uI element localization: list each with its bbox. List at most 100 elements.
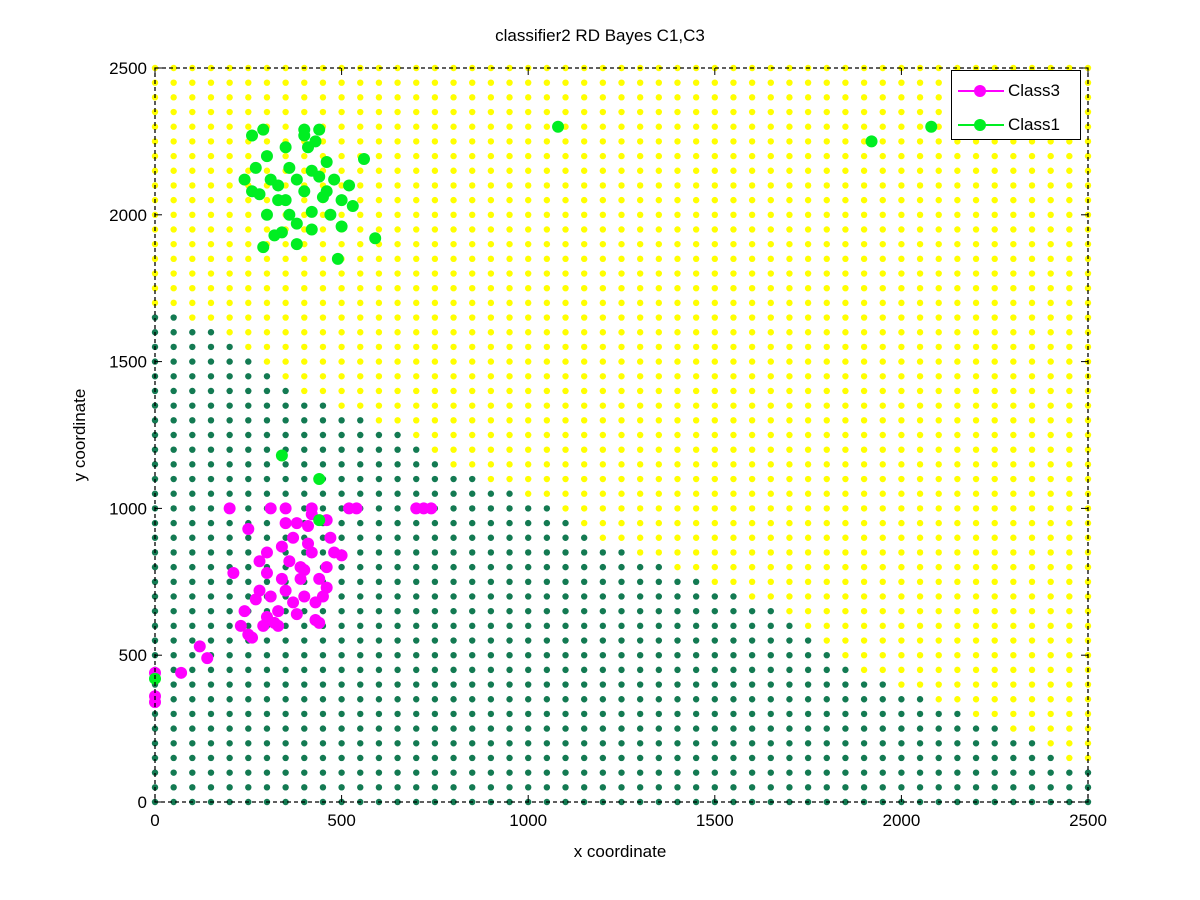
region-grid-point xyxy=(413,710,420,718)
region-grid-point xyxy=(450,182,457,189)
region-grid-point xyxy=(1028,167,1036,174)
region-grid-point xyxy=(674,196,681,204)
region-grid-point xyxy=(1066,519,1073,527)
region-grid-point xyxy=(1066,285,1073,292)
region-grid-point xyxy=(562,622,569,630)
region-grid-point xyxy=(916,534,924,541)
legend-item-class1: Class1 xyxy=(952,113,1082,137)
region-grid-point xyxy=(357,299,364,307)
region-grid-point xyxy=(879,475,886,483)
region-grid-point xyxy=(804,681,812,688)
region-grid-point xyxy=(618,505,625,512)
region-grid-point xyxy=(431,152,439,160)
region-grid-point xyxy=(207,255,215,263)
region-grid-point xyxy=(580,593,588,600)
region-grid-point xyxy=(450,769,457,776)
region-grid-point xyxy=(562,446,569,453)
region-grid-point xyxy=(804,446,812,453)
region-grid-point xyxy=(450,108,457,116)
region-grid-point xyxy=(1010,64,1017,72)
region-grid-point xyxy=(263,343,271,351)
region-grid-point xyxy=(730,549,737,556)
region-grid-point xyxy=(543,79,551,86)
region-grid-point xyxy=(282,681,289,688)
region-grid-point xyxy=(207,666,215,674)
region-grid-point xyxy=(823,769,830,776)
region-grid-point xyxy=(357,652,364,659)
region-grid-point xyxy=(1028,769,1036,776)
region-grid-point xyxy=(469,123,476,130)
region-grid-point xyxy=(245,123,252,130)
region-grid-point xyxy=(357,79,364,86)
region-grid-point xyxy=(972,563,980,571)
data-point-class1 xyxy=(305,164,318,177)
region-grid-point xyxy=(972,725,980,732)
region-grid-point xyxy=(487,519,495,527)
region-grid-point xyxy=(357,94,364,101)
region-grid-point xyxy=(618,666,625,674)
region-grid-point xyxy=(972,402,980,409)
region-grid-point xyxy=(879,710,886,718)
region-grid-point xyxy=(151,431,159,439)
region-grid-point xyxy=(804,607,812,615)
region-grid-point xyxy=(562,285,569,292)
region-grid-point xyxy=(263,358,271,365)
region-grid-point xyxy=(282,784,289,791)
data-point-class1 xyxy=(257,241,270,254)
region-grid-point xyxy=(1066,784,1073,791)
region-grid-point xyxy=(692,402,700,409)
region-grid-point xyxy=(580,769,588,776)
region-grid-point xyxy=(394,593,401,600)
region-grid-point xyxy=(487,505,495,512)
data-point-class1 xyxy=(257,123,270,136)
region-grid-point xyxy=(580,475,588,483)
region-grid-point xyxy=(1028,417,1036,424)
region-grid-point xyxy=(357,329,364,336)
region-grid-point xyxy=(189,666,196,674)
region-grid-point xyxy=(375,255,383,263)
region-grid-point xyxy=(562,490,569,497)
region-grid-point xyxy=(450,417,457,424)
region-grid-point xyxy=(860,314,868,321)
region-grid-point xyxy=(469,505,476,512)
region-grid-point xyxy=(618,358,625,365)
region-grid-point xyxy=(562,784,569,791)
region-grid-point xyxy=(804,211,812,218)
region-grid-point xyxy=(394,696,401,703)
region-grid-point xyxy=(860,740,868,747)
region-grid-point xyxy=(916,299,924,307)
region-grid-point xyxy=(469,769,476,776)
region-grid-point xyxy=(991,373,998,380)
region-grid-point xyxy=(823,461,830,468)
region-grid-point xyxy=(636,196,644,204)
region-grid-point xyxy=(618,182,625,189)
region-grid-point xyxy=(263,431,271,439)
region-grid-point xyxy=(730,505,737,512)
region-grid-point xyxy=(525,593,532,600)
region-grid-point xyxy=(1047,593,1054,600)
region-grid-point xyxy=(786,358,793,365)
region-grid-point xyxy=(674,108,681,116)
region-grid-point xyxy=(618,373,625,380)
region-grid-point xyxy=(972,226,980,233)
region-grid-point xyxy=(319,138,327,145)
region-grid-point xyxy=(357,358,364,365)
region-grid-point xyxy=(357,314,364,321)
region-grid-point xyxy=(245,754,252,762)
region-grid-point xyxy=(301,754,308,762)
region-grid-point xyxy=(711,196,718,204)
data-point-class3 xyxy=(279,517,292,530)
region-grid-point xyxy=(898,637,905,644)
region-grid-point xyxy=(599,505,607,512)
data-point-class1 xyxy=(313,514,326,527)
region-grid-point xyxy=(655,784,663,791)
region-grid-point xyxy=(674,754,681,762)
region-grid-point xyxy=(431,329,439,336)
data-point-class1 xyxy=(260,208,273,221)
region-grid-point xyxy=(935,710,942,718)
region-grid-point xyxy=(1010,754,1017,762)
region-grid-point xyxy=(823,637,830,644)
region-grid-point xyxy=(431,740,439,747)
region-grid-point xyxy=(1047,417,1054,424)
region-grid-point xyxy=(543,725,551,732)
